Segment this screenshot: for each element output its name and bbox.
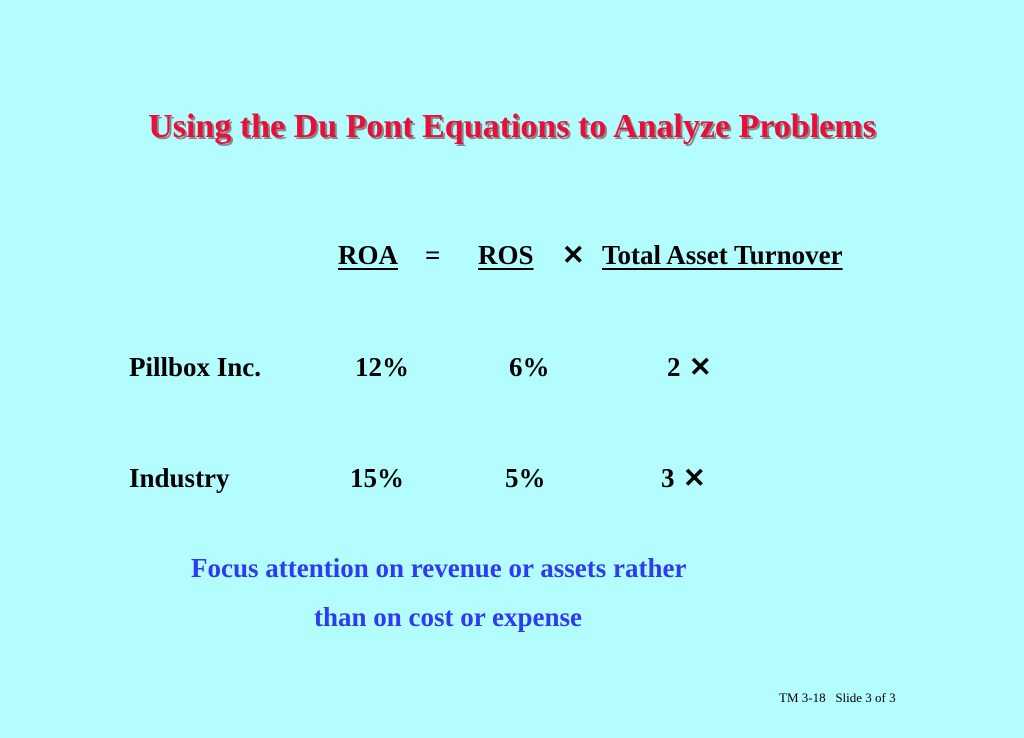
multiply-icon: ✕ [689,352,712,382]
row-tat-pillbox: 2 [667,352,681,382]
row-ros-pillbox: 6% [509,352,550,382]
equation-roa: ROA [338,240,398,270]
row-ros-industry: 5% [505,463,546,493]
note-line-2: than on cost or expense [314,602,583,632]
row-name-industry: Industry [129,463,230,493]
multiply-icon: ✕ [683,463,706,493]
slide-title: Using the Du Pont Equations to Analyze P… [148,108,876,145]
equation-equals: = [425,240,441,270]
row-tat-industry: 3 [661,463,675,493]
note-line-1: Focus attention on revenue or assets rat… [191,553,687,583]
slide-footer: TM 3-18 Slide 3 of 3 [779,690,896,705]
row-roa-pillbox: 12% [355,352,409,382]
equation-total-asset-turnover: Total Asset Turnover [602,240,843,270]
equation-times-icon: ✕ [562,240,585,270]
equation-ros: ROS [478,240,534,270]
row-name-pillbox: Pillbox Inc. [129,352,262,382]
row-roa-industry: 15% [350,463,404,493]
